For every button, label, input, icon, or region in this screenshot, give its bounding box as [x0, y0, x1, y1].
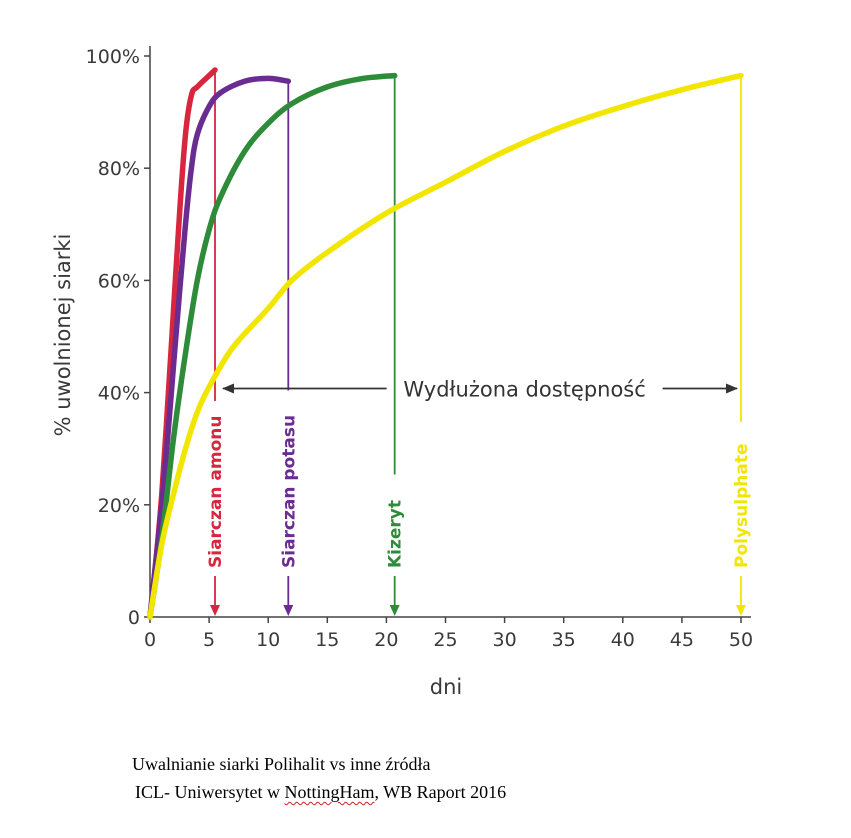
series-label-siarczan-amonu: Siarczan amonu: [206, 416, 226, 568]
series-line-kizeryt: [147, 72, 398, 620]
x-axis-title: dni: [430, 675, 462, 699]
marker-arrowhead-polysulphate: [736, 605, 746, 616]
series-line-siarczan-potasu: [147, 75, 292, 620]
y-axis-title: % uwolnionej siarki: [51, 234, 75, 437]
series-polysulphate: Polysulphate: [147, 72, 752, 620]
x-tick-label: 50: [729, 629, 753, 651]
figure-caption: Uwalnianie siarki Polihalit vs inne źród…: [132, 754, 431, 774]
source-text-start: ICL- Uniwersytet w: [135, 782, 285, 802]
annotations: Wydłużona dostępność: [222, 378, 738, 402]
y-tick-label: 100%: [86, 46, 140, 68]
series-lines: Siarczan amonu Siarczan potasu Kizeryt Poly…: [147, 67, 752, 620]
x-tick-label: 20: [374, 629, 398, 651]
y-tick-label: 0: [128, 607, 140, 629]
y-tick-label: 40%: [98, 383, 140, 405]
x-tick-label: 45: [670, 629, 694, 651]
series-label-kizeryt: Kizeryt: [386, 500, 406, 568]
series-label-polysulphate: Polysulphate: [732, 444, 752, 569]
sulfur-release-chart: 0 20% 40% 60% 80% 100% 0 5 10 15 20 25 30 35 40 45 50 Si…: [51, 46, 753, 699]
y-tick-label: 20%: [98, 495, 140, 517]
x-tick-label: 10: [256, 629, 280, 651]
spellcheck-flagged-word: NottingHam: [284, 782, 375, 802]
series-label-siarczan-potasu: Siarczan potasu: [279, 415, 299, 568]
series-siarczan-potasu: Siarczan potasu: [147, 75, 299, 620]
x-tick-label: 30: [493, 629, 517, 651]
marker-arrowhead-siarczan-amonu: [210, 605, 221, 616]
x-tick-label: 35: [552, 629, 576, 651]
x-tick-label: 0: [144, 629, 156, 651]
y-tick-label: 60%: [98, 270, 140, 292]
span-annotation: Wydłużona dostępność: [222, 378, 738, 402]
span-annotation-label: Wydłużona dostępność: [403, 378, 645, 402]
source-text-end: , WB Raport 2016: [374, 782, 507, 802]
x-tick-label: 25: [433, 629, 457, 651]
series-kizeryt: Kizeryt: [147, 72, 406, 620]
x-tick-label: 5: [203, 629, 215, 651]
axes: 0 20% 40% 60% 80% 100% 0 5 10 15 20 25 30 35 40 45 50: [86, 46, 753, 651]
x-tick-label: 15: [315, 629, 339, 651]
x-tick-label: 40: [611, 629, 635, 651]
marker-arrowhead-kizeryt: [389, 605, 400, 616]
marker-arrowhead-siarczan-potasu: [283, 605, 294, 616]
y-tick-label: 80%: [98, 158, 140, 180]
figure-source: ICL- Uniwersytet w NottingHam, WB Raport…: [135, 782, 506, 803]
series-line-polysulphate: [147, 72, 744, 620]
